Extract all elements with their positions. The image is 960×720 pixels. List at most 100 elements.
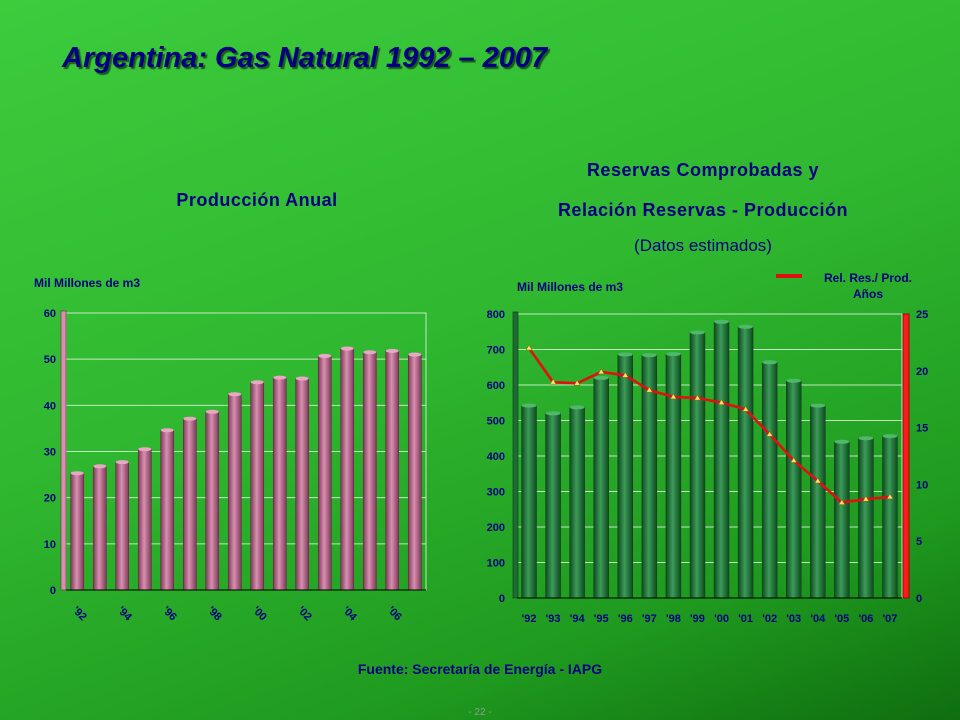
y2-tick-label: 15 xyxy=(916,423,928,435)
reserves-bar xyxy=(665,353,682,599)
ratio-point xyxy=(766,430,774,437)
ratio-point xyxy=(525,344,533,351)
ratio-point xyxy=(742,405,750,412)
legend-line-swatch xyxy=(776,274,802,278)
production-bar xyxy=(92,466,107,591)
y2-axis-wall xyxy=(902,313,910,599)
ratio-point xyxy=(694,394,701,401)
x-tick-label: '00 xyxy=(714,613,729,625)
x-tick-label: '04 xyxy=(810,613,826,625)
ratio-point xyxy=(549,378,557,385)
x-tick-label: '05 xyxy=(834,613,849,625)
reserves-bar-top xyxy=(858,436,874,441)
right-chart-heading-line2: Relación Reservas - Producción xyxy=(557,200,849,220)
production-bar xyxy=(272,377,287,591)
reserves-bar-top xyxy=(738,324,754,329)
x-tick-label: '99 xyxy=(690,613,705,625)
reserves-bar xyxy=(786,380,802,599)
production-bar xyxy=(295,378,310,591)
production-bar xyxy=(205,411,220,591)
reserves-bar-top xyxy=(810,403,826,408)
production-bar-top xyxy=(295,376,309,381)
x-tick-label: '03 xyxy=(786,613,801,625)
y2-tick-label: 20 xyxy=(916,366,928,378)
reserves-bar-top xyxy=(762,360,778,365)
x-tick-label: '93 xyxy=(546,613,561,625)
production-bar-top xyxy=(318,353,332,358)
reserves-bar-top xyxy=(521,403,537,408)
reserves-bar xyxy=(761,362,778,599)
ratio-point xyxy=(838,499,846,505)
left-y-axis-unit: Mil Millones de m3 xyxy=(34,276,141,290)
production-bar-top xyxy=(138,447,152,452)
x-tick-label: '98 xyxy=(205,604,224,623)
reserves-bar xyxy=(569,407,585,599)
ratio-point xyxy=(886,493,894,500)
y-tick-label: 60 xyxy=(44,308,56,320)
reserves-bar-top xyxy=(690,330,705,335)
legend-label-line1: Rel. Res./ Prod. xyxy=(823,271,913,285)
legend-label-line2: Años xyxy=(853,287,883,301)
production-bar-top xyxy=(385,348,399,353)
reserves-chart: 0 100 200 300 400 500 600 700 800 0 5 10 15 20 25 '92 '9… xyxy=(487,309,929,625)
ratio-point xyxy=(862,495,870,502)
y-axis-wall xyxy=(60,310,67,591)
production-bar-top xyxy=(160,428,174,433)
reserves-bar-top xyxy=(834,439,850,444)
ratio-point xyxy=(597,368,605,375)
y2-tick-label: 10 xyxy=(916,479,928,491)
production-bar-top xyxy=(93,464,107,469)
reserves-bar xyxy=(882,435,898,599)
x-tick-label: '00 xyxy=(250,604,269,623)
x-tick-label: '92 xyxy=(70,604,89,623)
production-bar xyxy=(407,354,422,591)
y-tick-label: 10 xyxy=(44,539,56,551)
production-bar xyxy=(362,351,377,591)
production-bar-top xyxy=(340,346,354,351)
x-tick-label: '92 xyxy=(522,613,537,625)
reserves-bar xyxy=(737,326,754,599)
x-tick-label: '94 xyxy=(570,613,586,625)
y-tick-label: 30 xyxy=(44,447,56,459)
y2-tick-label: 5 xyxy=(916,536,922,548)
production-bar xyxy=(137,448,152,591)
ratio-point xyxy=(718,399,725,405)
ratio-point xyxy=(645,386,653,393)
y-tick-label: 500 xyxy=(487,416,505,428)
production-bar xyxy=(227,394,242,591)
x-tick-label: '96 xyxy=(618,613,633,625)
production-bar-top xyxy=(70,471,84,476)
production-bar xyxy=(317,355,332,591)
y-tick-label: 20 xyxy=(44,493,56,505)
reserves-bar xyxy=(810,405,826,599)
reserves-bar xyxy=(617,354,633,599)
reserves-bar xyxy=(593,377,609,599)
production-bar-top xyxy=(273,375,287,380)
production-bar xyxy=(70,472,85,591)
reserves-bar-top xyxy=(882,434,898,439)
x-tick-label: '98 xyxy=(666,613,681,625)
ratio-point xyxy=(814,477,822,484)
reserves-bar xyxy=(545,413,561,599)
production-bar-top xyxy=(115,460,129,465)
reserves-bar xyxy=(689,332,706,599)
production-bar xyxy=(340,348,355,591)
x-tick-label: '06 xyxy=(385,604,404,623)
y-tick-label: 50 xyxy=(44,354,56,366)
production-bar-top xyxy=(363,350,377,355)
x-tick-label: '95 xyxy=(594,613,609,625)
production-bar xyxy=(250,382,265,591)
y-tick-label: 0 xyxy=(499,593,505,605)
production-bar xyxy=(115,461,130,591)
page-title: Argentina: Gas Natural 1992 – 2007 xyxy=(62,42,548,74)
x-tick-label: '96 xyxy=(160,604,179,623)
x-tick-label: '01 xyxy=(738,613,753,625)
legend-label: Rel. Res./ Prod. Años xyxy=(808,270,928,302)
ratio-point xyxy=(790,457,798,463)
x-tick-label: '04 xyxy=(340,604,360,624)
production-bar-top xyxy=(228,392,242,397)
y-tick-label: 700 xyxy=(487,345,505,357)
production-bar xyxy=(182,418,197,591)
production-bar xyxy=(385,350,400,591)
